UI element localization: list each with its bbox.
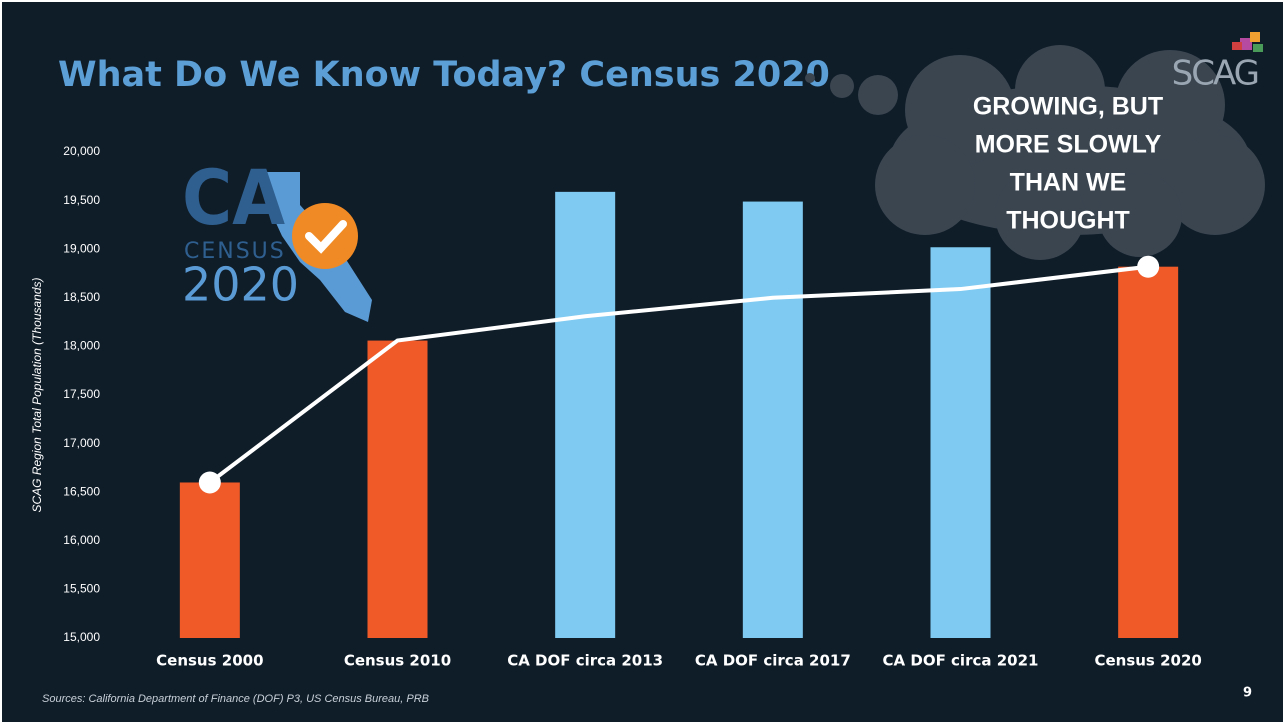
- chart-title: What Do We Know Today? Census 2020: [58, 55, 830, 95]
- logo-year: 2020: [182, 258, 299, 312]
- check-badge: [292, 203, 358, 269]
- cloud-bubble: [805, 73, 815, 83]
- annotation-line: THOUGHT: [1006, 207, 1130, 235]
- y-tick-label: 20,000: [63, 144, 100, 158]
- y-tick-label: 15,500: [63, 582, 100, 596]
- y-tick-label: 15,000: [63, 630, 100, 644]
- x-tick-label: CA DOF circa 2017: [695, 652, 851, 670]
- y-tick-label: 16,500: [63, 484, 100, 498]
- bars: Census 2000 Census 2010 CA DOF circa 2013 C…: [156, 191, 1202, 670]
- icon-block: [1232, 42, 1242, 50]
- y-tick-label: 16,000: [63, 533, 100, 547]
- bar: [367, 340, 428, 638]
- brand-icon: [1232, 32, 1263, 52]
- logo-word: CENSUS: [184, 239, 286, 264]
- y-tick-label: 17,500: [63, 387, 100, 401]
- icon-block: [1250, 32, 1260, 42]
- y-tick-label: 18,500: [63, 290, 100, 304]
- thought-cloud: [805, 45, 1265, 260]
- cloud-bubble: [858, 75, 898, 115]
- cloud-body: [875, 135, 975, 235]
- y-tick-label: 18,000: [63, 339, 100, 353]
- line-layer: [198, 255, 1160, 494]
- census-logo: CA CENSUS 2020: [182, 153, 372, 322]
- x-tick-label: Census 2020: [1094, 652, 1201, 670]
- bar: [742, 201, 803, 638]
- icon-block: [1240, 38, 1252, 50]
- axis: 15,000 15,500 16,000 16,500 17,000 17,500 18,0…: [63, 144, 100, 644]
- page-number: 9: [1243, 686, 1252, 701]
- trend-line: [208, 264, 1149, 485]
- trend-marker: [1137, 255, 1160, 278]
- annotation: GROWING, BUT MORE SLOWLY THAN WE THOUGHT: [973, 93, 1163, 235]
- trend-marker: [198, 471, 221, 494]
- cloud-body: [1115, 50, 1225, 160]
- logo-abbr: CA: [182, 153, 285, 242]
- source-note: Sources: California Department of Financ…: [42, 693, 429, 705]
- annotation-line: MORE SLOWLY: [975, 131, 1162, 159]
- y-axis-label: SCAG Region Total Population (Thousands): [30, 277, 44, 512]
- bar: [179, 482, 240, 638]
- check-mark: [305, 220, 347, 254]
- icon-block: [1253, 44, 1263, 52]
- bar: [555, 191, 616, 639]
- y-tick-label: 19,500: [63, 193, 100, 207]
- x-tick-label: CA DOF circa 2013: [507, 652, 663, 670]
- cloud-body: [1165, 135, 1265, 235]
- bar: [1118, 266, 1179, 638]
- cloud-body: [1098, 173, 1182, 257]
- brand-logo: SCAG: [1172, 54, 1258, 94]
- cloud-body: [995, 170, 1085, 260]
- y-tick-label: 17,000: [63, 436, 100, 450]
- x-tick-label: Census 2010: [344, 652, 451, 670]
- y-tick-label: 19,000: [63, 241, 100, 255]
- cloud-body: [1015, 45, 1105, 135]
- cloud-bubble: [830, 74, 854, 98]
- x-tick-label: CA DOF circa 2021: [883, 652, 1039, 670]
- annotation-line: GROWING, BUT: [973, 93, 1163, 121]
- bar: [930, 247, 991, 639]
- x-tick-label: Census 2000: [156, 652, 263, 670]
- annotation-line: THAN WE: [1010, 169, 1127, 197]
